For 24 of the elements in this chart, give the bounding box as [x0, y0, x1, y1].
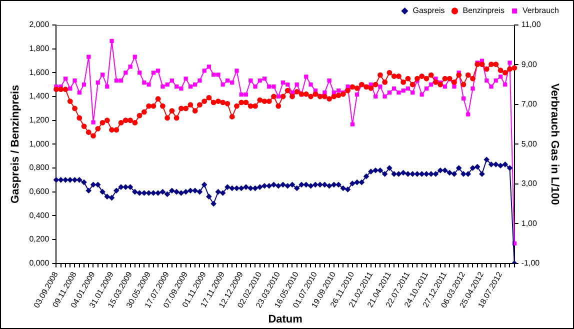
y-tick-label: 2,000	[29, 20, 50, 30]
y-tick-label: 1,600	[29, 68, 50, 77]
y2-tick-label: -1,00	[521, 258, 540, 268]
y-tick-label: 0,400	[29, 210, 50, 220]
y2-axis-title: Verbrauch Gas in L/100	[548, 83, 560, 205]
y-tick-label: 0,800	[29, 163, 50, 172]
y-tick-label: 0,200	[29, 234, 50, 244]
x-axis-title: Datum	[268, 313, 303, 326]
y-tick-label: 1,200	[29, 116, 50, 125]
y-tick-label: 0,600	[29, 187, 50, 196]
y2-tick-label: 5,00	[521, 139, 538, 148]
y2-tick-label: 3,00	[521, 179, 538, 188]
y-tick-label: 1,800	[29, 44, 50, 54]
y2-tick-label: 1,00	[521, 218, 538, 228]
y2-tick-label: 9,00	[521, 60, 538, 69]
y-tick-label: 1,400	[29, 92, 50, 101]
legend-label: Verbrauch	[522, 6, 559, 16]
legend-label: Benzinpreis	[462, 6, 505, 16]
legend-label: Gaspreis	[412, 6, 445, 16]
y-axis-title: Gaspreis / Benzinpreis	[10, 84, 22, 204]
y-tick-label: 0,000	[29, 258, 50, 268]
y2-tick-label: 7,00	[521, 100, 538, 109]
y-tick-label: 1,000	[29, 139, 50, 148]
y2-tick-label: 11,00	[521, 20, 542, 30]
